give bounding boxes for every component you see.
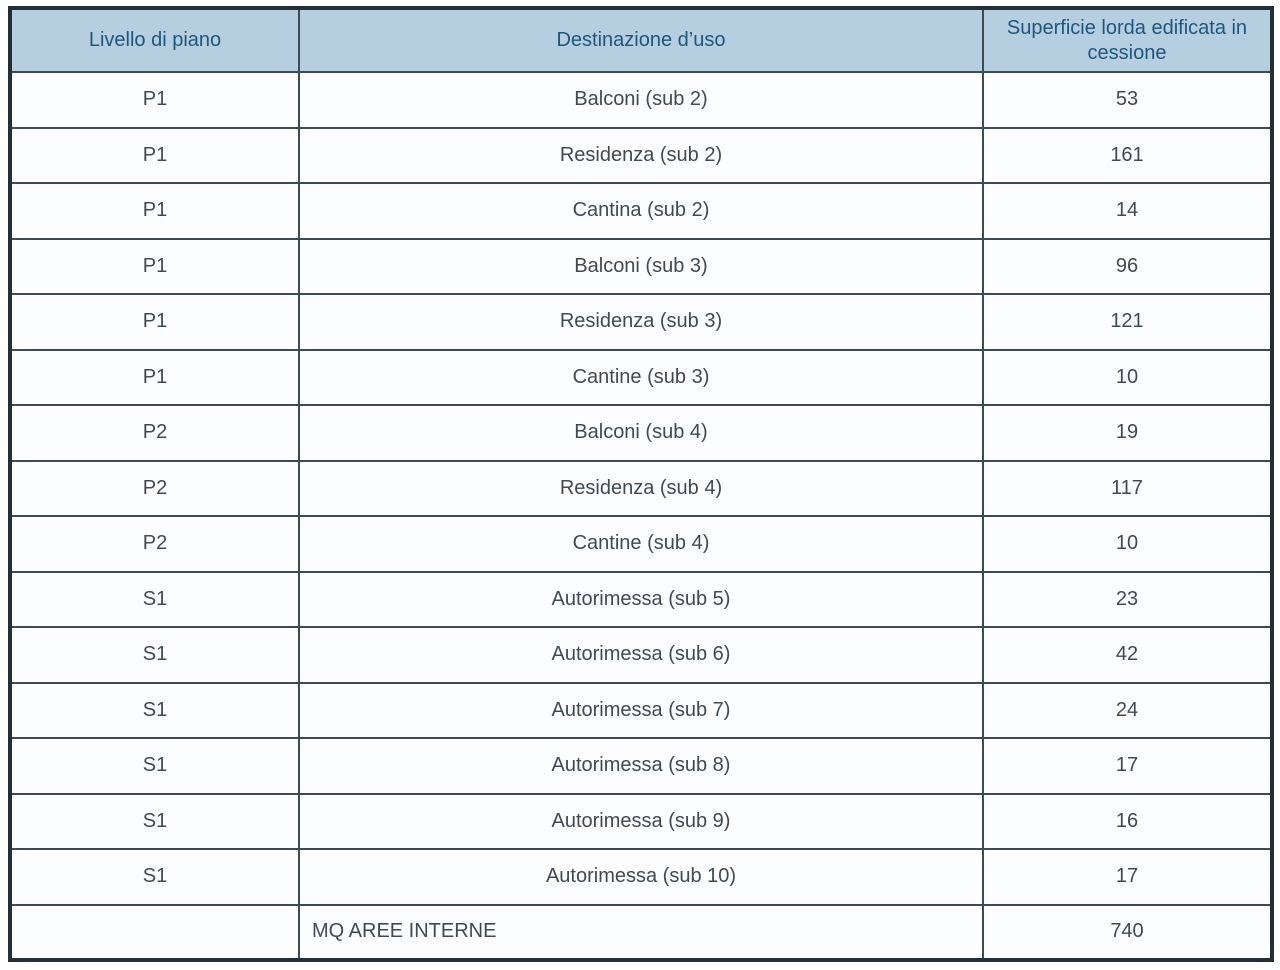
cell-area: 23: [982, 570, 1273, 628]
cell-use: Autorimessa (sub 8): [297, 737, 985, 795]
cell-use: Cantina (sub 2): [297, 182, 985, 240]
cell-use: Autorimessa (sub 10): [297, 848, 985, 906]
cell-area: 10: [982, 515, 1273, 573]
cell-area: 14: [982, 182, 1273, 240]
table-row: P1 Cantina (sub 2) 14: [9, 182, 1273, 240]
cell-level: P1: [9, 348, 300, 406]
cell-level: P2: [9, 459, 300, 517]
cell-total-area: 740: [982, 903, 1273, 961]
table-row: P1 Residenza (sub 2) 161: [9, 126, 1273, 184]
table-footer-row: MQ AREE INTERNE 740: [9, 903, 1273, 961]
table-row: S1 Autorimessa (sub 5) 23: [9, 570, 1273, 628]
cell-use: Cantine (sub 3): [297, 348, 985, 406]
cell-area: 17: [982, 848, 1273, 906]
cell-use: Autorimessa (sub 5): [297, 570, 985, 628]
table-row: P2 Balconi (sub 4) 19: [9, 404, 1273, 462]
table-row: S1 Autorimessa (sub 9) 16: [9, 792, 1273, 850]
cell-total-label: MQ AREE INTERNE: [297, 903, 985, 961]
column-header-level: Livello di piano: [9, 7, 300, 73]
cell-area: 121: [982, 293, 1273, 351]
cell-level: P1: [9, 293, 300, 351]
cell-area: 16: [982, 792, 1273, 850]
cell-level: P2: [9, 404, 300, 462]
cell-use: Balconi (sub 3): [297, 237, 985, 295]
cell-level: P1: [9, 126, 300, 184]
surface-areas-table: Livello di piano Destinazione d’uso Supe…: [8, 6, 1274, 962]
header-row: Livello di piano Destinazione d’uso Supe…: [9, 7, 1273, 73]
cell-area: 161: [982, 126, 1273, 184]
cell-area: 42: [982, 626, 1273, 684]
table-row: P1 Balconi (sub 3) 96: [9, 237, 1273, 295]
cell-level: S1: [9, 681, 300, 739]
cell-use: Balconi (sub 4): [297, 404, 985, 462]
cell-level-empty: [9, 903, 300, 961]
cell-area: 53: [982, 71, 1273, 129]
cell-use: Residenza (sub 2): [297, 126, 985, 184]
cell-level: S1: [9, 792, 300, 850]
table-row: S1 Autorimessa (sub 6) 42: [9, 626, 1273, 684]
table-row: P2 Cantine (sub 4) 10: [9, 515, 1273, 573]
cell-level: S1: [9, 570, 300, 628]
table-row: P1 Balconi (sub 2) 53: [9, 71, 1273, 129]
cell-area: 17: [982, 737, 1273, 795]
surface-table-container: Livello di piano Destinazione d’uso Supe…: [8, 6, 1274, 962]
cell-level: P1: [9, 237, 300, 295]
table-row: P2 Residenza (sub 4) 117: [9, 459, 1273, 517]
cell-area: 117: [982, 459, 1273, 517]
cell-area: 24: [982, 681, 1273, 739]
table-row: S1 Autorimessa (sub 8) 17: [9, 737, 1273, 795]
cell-level: S1: [9, 626, 300, 684]
cell-level: P2: [9, 515, 300, 573]
cell-level: P1: [9, 182, 300, 240]
cell-level: S1: [9, 737, 300, 795]
cell-use: Autorimessa (sub 9): [297, 792, 985, 850]
cell-area: 96: [982, 237, 1273, 295]
cell-level: P1: [9, 71, 300, 129]
cell-use: Residenza (sub 3): [297, 293, 985, 351]
cell-area: 19: [982, 404, 1273, 462]
table-row: S1 Autorimessa (sub 10) 17: [9, 848, 1273, 906]
cell-use: Balconi (sub 2): [297, 71, 985, 129]
cell-area: 10: [982, 348, 1273, 406]
table-body: P1 Balconi (sub 2) 53 P1 Residenza (sub …: [9, 71, 1273, 961]
cell-use: Residenza (sub 4): [297, 459, 985, 517]
cell-use: Autorimessa (sub 6): [297, 626, 985, 684]
cell-use: Cantine (sub 4): [297, 515, 985, 573]
cell-use: Autorimessa (sub 7): [297, 681, 985, 739]
table-header: Livello di piano Destinazione d’uso Supe…: [9, 7, 1273, 73]
column-header-use: Destinazione d’uso: [297, 7, 985, 73]
table-row: P1 Cantine (sub 3) 10: [9, 348, 1273, 406]
column-header-area: Superficie lorda edificata in cessione: [982, 7, 1273, 73]
cell-level: S1: [9, 848, 300, 906]
table-row: S1 Autorimessa (sub 7) 24: [9, 681, 1273, 739]
table-row: P1 Residenza (sub 3) 121: [9, 293, 1273, 351]
